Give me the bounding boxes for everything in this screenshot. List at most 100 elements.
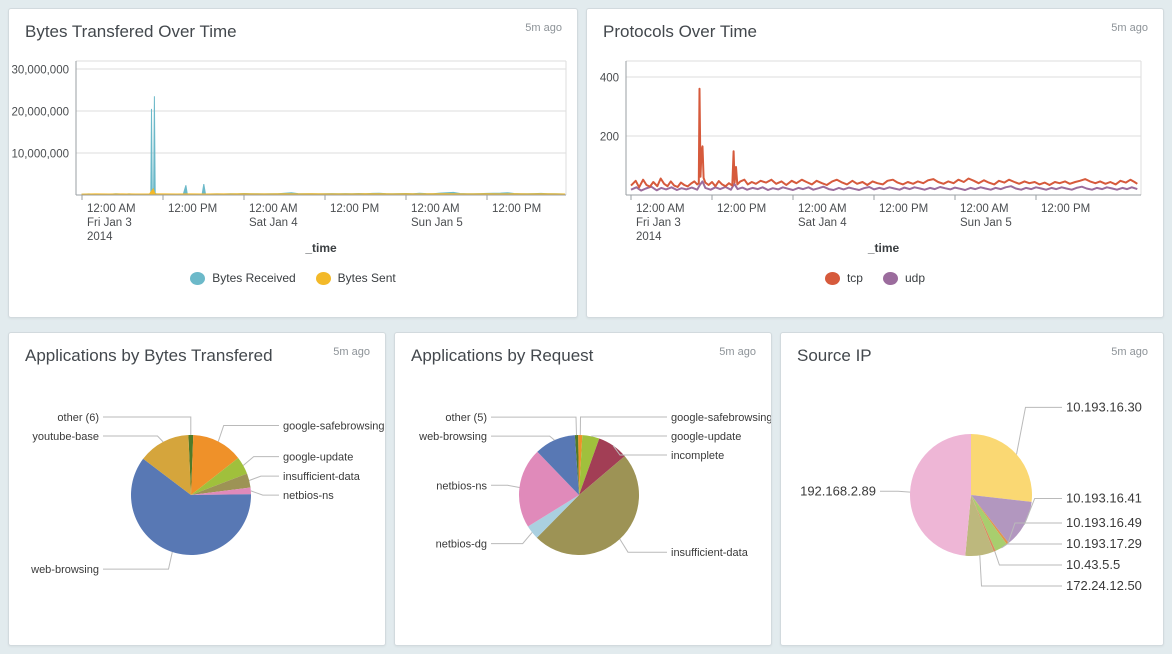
pie-slice-10.43.5.5[interactable] (971, 495, 996, 552)
x-tick-label: 12:00 PM (1041, 203, 1090, 215)
panel-header: Applications by Request 5m ago (395, 333, 771, 376)
x-tick-label: 12:00 AM (249, 203, 298, 215)
pie-slice-google-safebrowsing[interactable] (578, 435, 583, 495)
legend-swatch (190, 271, 206, 285)
timechart-svg[interactable]: 200 400 12:00 AM Fri Jan 3 2014 12:00 PM 12:00… (587, 49, 1163, 274)
protocols-over-time-legend: tcp udp (587, 271, 1163, 285)
y-tick-label: 200 (600, 132, 619, 144)
pie-slice-10.193.16.30[interactable] (971, 434, 1032, 502)
legend-item-bytes-sent[interactable]: Bytes Sent (315, 271, 396, 285)
pie-slice-google-update[interactable] (191, 457, 248, 495)
pie-leader-line (103, 416, 192, 435)
pie-slice-10.193.17.29[interactable] (971, 495, 1007, 551)
pie-label-10.193.16.41: 10.193.16.41 (1066, 490, 1142, 505)
legend-swatch (315, 271, 331, 285)
x-axis-title: _time (867, 241, 900, 255)
y-tick-label: 20,000,000 (11, 107, 69, 119)
apps-by-request-pie[interactable]: other (5) web-browsing netbios-ns netbios-d… (395, 373, 772, 650)
x-tick-label: Fri Jan 3 (636, 217, 681, 229)
y-tick-label: 30,000,000 (11, 65, 69, 77)
legend-item-tcp[interactable]: tcp (824, 271, 863, 285)
legend-label: Bytes Received (212, 271, 296, 285)
pie-slice-netbios-dg[interactable] (527, 495, 579, 538)
pie-slice-youtube-base[interactable] (143, 435, 191, 495)
pie-label-google-update: google-update (283, 452, 353, 464)
pie-leader-line (242, 456, 279, 466)
panel-title: Bytes Transfered Over Time (25, 22, 237, 41)
legend-label: tcp (846, 271, 863, 285)
refresh-age: 5m ago (719, 346, 756, 358)
source-ip-pie[interactable]: 192.168.2.89 10.193.16.30 10.193.16.41 10.1… (781, 373, 1163, 650)
pie-slice-172.24.12.50[interactable] (965, 495, 994, 556)
pie-label-10.193.16.30: 10.193.16.30 (1066, 399, 1142, 414)
pie-label-10.43.5.5: 10.43.5.5 (1066, 557, 1120, 572)
pie-leader-line (1016, 406, 1062, 455)
series-udp[interactable] (630, 180, 1138, 192)
pie-slice-other-6[interactable] (188, 434, 194, 495)
series-area[interactable] (81, 187, 566, 196)
pie-leader-line (619, 538, 667, 553)
x-tick-label: 2014 (87, 231, 113, 243)
legend-label: udp (904, 271, 926, 285)
pie-leader-line (103, 435, 164, 443)
bytes-over-time-legend: Bytes Received Bytes Sent (9, 271, 577, 285)
pie-leader-line (1023, 498, 1062, 525)
pie-label-insufficient-data: insufficient-data (283, 471, 361, 483)
pie-label-web-browsing: web-browsing (30, 564, 99, 576)
pie-label-netbios-dg: netbios-dg (436, 539, 487, 551)
pie-label-web-browsing: web-browsing (418, 431, 487, 443)
pie-slice-web-browsing[interactable] (537, 435, 579, 495)
pie-label-incomplete: incomplete (671, 450, 724, 462)
panel-title: Applications by Request (411, 346, 594, 365)
x-tick-label: 12:00 AM (798, 203, 847, 215)
pie-slice-192.168.2.89[interactable] (909, 434, 971, 556)
pie-slice-google-safebrowsing[interactable] (191, 435, 239, 495)
pie-slice-netbios-ns[interactable] (518, 451, 579, 527)
pie-slice-incomplete[interactable] (579, 438, 625, 495)
pie-slice-web-browsing[interactable] (131, 458, 252, 555)
protocols-over-time-chart[interactable]: 200 400 12:00 AM Fri Jan 3 2014 12:00 PM 12:00… (587, 49, 1163, 279)
x-tick-label: 12:00 PM (492, 203, 541, 215)
pie-leader-line (491, 532, 533, 545)
pie-slice-insufficient-data[interactable] (536, 456, 640, 556)
refresh-age: 5m ago (525, 22, 562, 34)
pie-svg[interactable]: other (5) web-browsing netbios-ns netbios-d… (395, 373, 772, 645)
pie-label-192.168.2.89: 192.168.2.89 (800, 483, 876, 498)
pie-slice-netbios-ns[interactable] (191, 487, 251, 496)
pie-label-netbios-ns: netbios-ns (436, 480, 487, 492)
pie-leader-line (994, 551, 1062, 566)
pie-label-10.193.17.29: 10.193.17.29 (1066, 536, 1142, 551)
x-tick-label: 12:00 AM (960, 203, 1009, 215)
y-tick-label: 400 (600, 73, 619, 85)
panel-header: Protocols Over Time 5m ago (587, 9, 1163, 52)
legend-item-bytes-received[interactable]: Bytes Received (190, 271, 296, 285)
pie-slice-insufficient-data[interactable] (191, 473, 251, 495)
pie-slice-10.193.16.49[interactable] (971, 495, 1009, 545)
pie-slice-other-5[interactable] (574, 435, 579, 495)
legend-item-udp[interactable]: udp (882, 271, 926, 285)
series-tcp[interactable] (630, 87, 1138, 189)
pie-slice-10.193.16.41[interactable] (971, 495, 1032, 543)
x-tick-label: 12:00 PM (717, 203, 766, 215)
x-tick-label: 12:00 AM (411, 203, 460, 215)
series-bytes-sent[interactable] (81, 187, 566, 196)
refresh-age: 5m ago (1111, 22, 1148, 34)
pie-label-other-6: other (6) (57, 412, 99, 424)
timechart-svg[interactable]: 10,000,000 20,000,000 30,000,000 12:00 AM Fr… (9, 49, 577, 274)
pie-leader-line (103, 551, 173, 570)
pie-svg[interactable]: 192.168.2.89 10.193.16.30 10.193.16.41 10.1… (781, 373, 1163, 645)
panel-header: Bytes Transfered Over Time 5m ago (9, 9, 577, 52)
pie-label-172.24.12.50: 172.24.12.50 (1066, 578, 1142, 593)
x-tick-label: 12:00 PM (879, 203, 928, 215)
pie-svg[interactable]: other (6) youtube-base web-browsing google-… (9, 373, 385, 645)
series-line[interactable] (630, 180, 1138, 192)
series-line[interactable] (630, 87, 1138, 189)
y-tick-label: 10,000,000 (11, 149, 69, 161)
x-tick-label: Sat Jan 4 (798, 217, 847, 229)
apps-by-bytes-pie[interactable]: other (6) youtube-base web-browsing google-… (9, 373, 385, 650)
refresh-age: 5m ago (333, 346, 370, 358)
bytes-over-time-chart[interactable]: 10,000,000 20,000,000 30,000,000 12:00 AM Fr… (9, 49, 577, 279)
pie-leader-line (491, 416, 577, 436)
pie-slice-google-update[interactable] (579, 435, 600, 495)
